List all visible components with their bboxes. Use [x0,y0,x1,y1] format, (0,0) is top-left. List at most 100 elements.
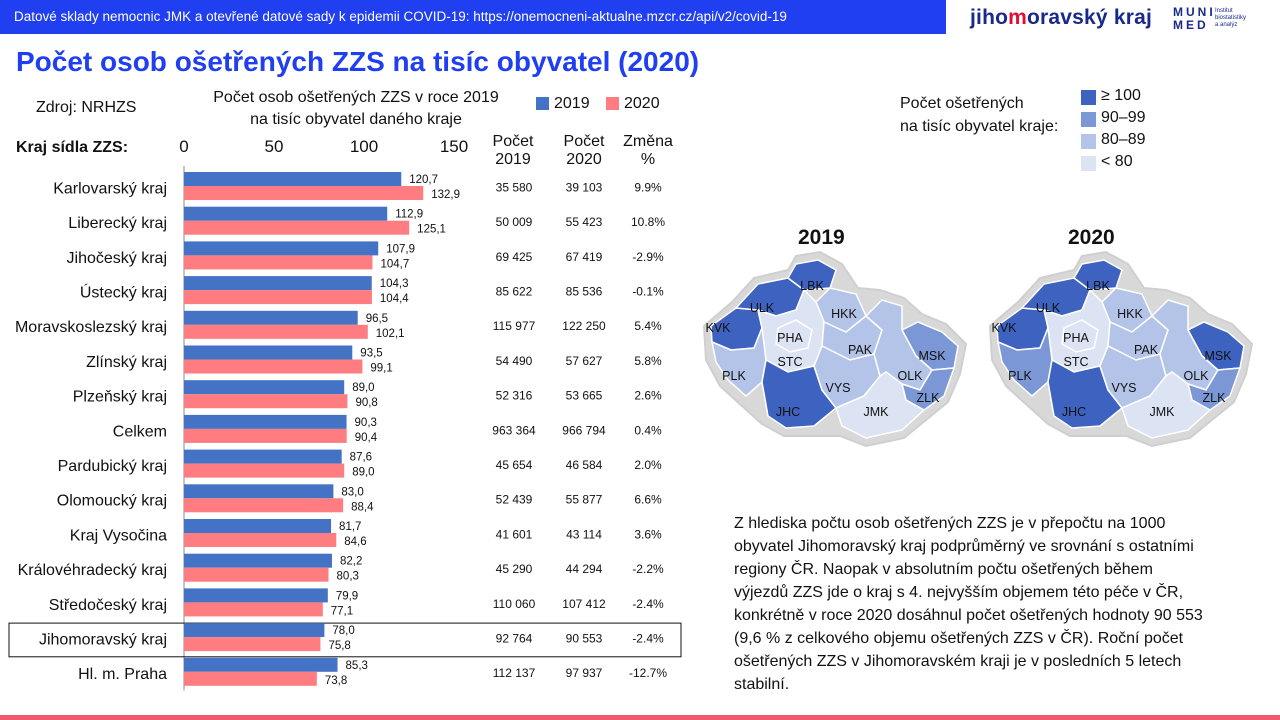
data-label-2020: 90,4 [355,432,378,444]
col-header-count-2019: Počet 2019 [492,133,534,168]
summary-paragraph: Z hlediska počtu osob ošetřených ZZS je … [734,515,1203,693]
bar-2020 [184,324,368,339]
data-label-2020: 73,8 [325,675,347,687]
region-kvk-2019 [710,307,763,351]
count-2020-cell: 53 665 [566,389,603,403]
count-2020-cell: 55 877 [566,493,603,507]
change-cell: -2.4% [632,631,664,645]
change-cell: 9.9% [634,180,662,194]
bar-2020 [184,394,348,409]
count-2019-cell: 35 580 [496,180,533,194]
col-header-count-2020: Počet 2020 [563,133,605,168]
region-pha-2020 [1061,319,1099,353]
region-msk-2019 [900,321,959,371]
count-2019-cell: 45 290 [496,562,533,576]
region-label-olk: OLK [897,369,923,383]
count-2019-cell: 50 009 [496,215,533,229]
map-year-2020: 2020 [1068,226,1115,249]
change-cell: -2.2% [632,562,664,576]
count-2020-cell: 57 627 [566,354,603,368]
bar-2019 [184,276,372,291]
data-label-2020: 89,0 [352,467,374,479]
bar-2020 [184,671,317,686]
bar-2020 [184,255,373,270]
bar-2020 [184,463,345,478]
region-lbk-2019 [787,259,837,291]
data-label-2019: 104,3 [380,278,409,290]
count-2020-cell: 43 114 [566,527,602,541]
category-label: Pardubický kraj [58,458,167,475]
count-2020-cell: 122 250 [562,319,606,333]
map-legend-label: ≥ 100 [1101,87,1141,104]
count-2020-cell: 39 103 [566,180,603,194]
region-kvk-2020 [996,307,1049,351]
bar-2020 [184,186,424,200]
region-label-pha: PHA [777,331,803,345]
map-legend-label: < 80 [1101,153,1133,170]
bar-2020 [184,567,329,582]
data-source-line: Datové sklady nemocnic JMK a otevřené da… [14,9,787,24]
data-label-2020: 75,8 [328,640,350,652]
data-label-2020: 84,6 [344,536,366,548]
region-label-lbk: LBK [800,279,824,293]
region-label-vys: VYS [825,381,850,395]
bar-2020 [184,637,321,652]
category-label: Kraj Vysočina [70,527,167,544]
count-2020-cell: 97 937 [566,666,603,680]
count-2020-cell: 90 553 [566,631,603,645]
count-2019-cell: 115 977 [493,319,536,333]
count-2019-cell: 52 316 [496,389,533,403]
category-label: Královéhradecký kraj [18,562,167,579]
region-label-stc: STC [778,355,803,369]
data-label-2020: 102,1 [376,328,405,340]
page-title: Počet osob ošetřených ZZS na tisíc obyva… [16,46,700,77]
bar-2019 [184,172,402,186]
data-label-2019: 89,0 [352,382,374,394]
change-cell: 5.8% [634,354,662,368]
region-msk-2020 [1186,321,1245,371]
data-label-2020: 104,7 [380,258,409,270]
count-2020-cell: 44 294 [566,562,603,576]
region-pak-2020 [1107,315,1169,361]
data-label-2019: 82,2 [340,556,362,568]
region-label-pak: PAK [1134,343,1159,357]
muni-logo-subtitle: Institut biostatistiky a analýz [1215,8,1247,28]
category-label: Jihomoravský kraj [39,631,167,648]
count-2019-cell: 52 439 [496,493,533,507]
chart-title-line1: Počet osob ošetřených ZZS v roce 2019 [213,89,499,106]
count-2019-cell: 963 364 [492,423,536,437]
count-2020-cell: 966 794 [562,423,606,437]
region-label-zlk: ZLK [917,391,941,405]
count-2020-cell: 67 419 [566,250,603,264]
region-label-ulk: ULK [750,301,775,315]
map-legend-swatch [1081,156,1096,171]
region-label-pha: PHA [1063,331,1089,345]
bar-2019 [184,657,338,672]
region-label-msk: MSK [1204,349,1232,363]
count-2019-cell: 45 654 [496,458,533,472]
bar-2020 [184,220,410,235]
row-header: Kraj sídla ZZS: [16,139,129,156]
bar-2019 [184,414,347,429]
category-label: Olomoucký kraj [57,493,167,510]
region-olk-2020 [1150,299,1219,391]
region-olk-2019 [864,299,933,391]
count-2019-cell: 112 137 [493,666,536,680]
region-zlk-2020 [1186,367,1242,411]
map-legend-title-line1: Počet ošetřených [900,95,1024,112]
region-jhc-2019 [761,358,838,429]
change-cell: 3.6% [634,527,662,541]
muni-med-logo: MUNI MED [1173,5,1216,32]
change-cell: -2.9% [632,250,664,264]
region-pha-2019 [775,319,813,353]
region-label-jmk: JMK [864,405,890,419]
category-label: Celkem [113,423,167,440]
data-label-2019: 81,7 [339,521,361,533]
count-2019-cell: 85 622 [496,284,533,298]
jmk-logo: jihomoravský kraj [970,6,1152,29]
data-label-2019: 107,9 [386,243,415,255]
region-label-jhc: JHC [776,405,800,419]
data-label-2020: 80,3 [337,571,359,583]
region-ulk-2020 [1020,277,1091,317]
region-label-olk: OLK [1183,369,1209,383]
